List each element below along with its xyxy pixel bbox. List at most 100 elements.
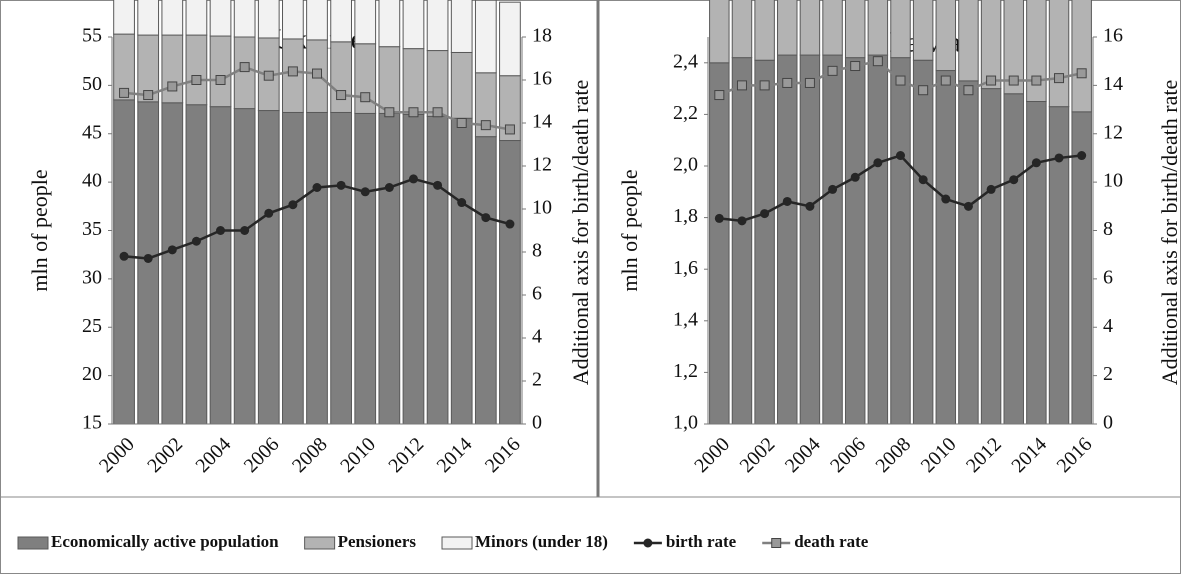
bar-segment xyxy=(1003,93,1024,425)
rate-point xyxy=(264,208,274,218)
y-tick-label: 15 xyxy=(82,412,102,434)
x-tick-label: 2010 xyxy=(336,433,380,477)
bar-segment xyxy=(499,140,521,425)
bar-segment xyxy=(354,112,377,425)
bar-segment xyxy=(185,34,208,106)
rate-point xyxy=(1031,158,1041,168)
y-tick-label: 1,2 xyxy=(673,360,698,382)
y2-tick-label: 18 xyxy=(532,25,552,47)
bar-segment xyxy=(1048,0,1070,108)
bar-segment xyxy=(912,59,934,425)
rate-point xyxy=(782,77,793,88)
rate-point xyxy=(1077,151,1087,161)
rate-point xyxy=(714,213,724,223)
rate-point xyxy=(408,107,419,118)
y-tick-label: 1,8 xyxy=(673,205,698,227)
bar-segment xyxy=(402,113,425,425)
bar-segment xyxy=(867,54,889,425)
bar-segment xyxy=(426,50,449,117)
bar-segment xyxy=(754,0,775,61)
rate-point xyxy=(896,151,905,161)
rate-point xyxy=(736,80,747,91)
y2-tick-label: 10 xyxy=(532,197,552,219)
bar-segment xyxy=(958,0,979,82)
bar-segment xyxy=(890,0,911,59)
x-tick-label: 2012 xyxy=(962,433,1006,477)
legend-swatch xyxy=(441,536,473,550)
legend-marker xyxy=(771,538,782,548)
y2-tick-label: 6 xyxy=(1103,266,1113,288)
bar-segment xyxy=(935,0,957,72)
rate-point xyxy=(940,75,951,86)
x-tick-label: 2002 xyxy=(143,433,187,477)
x-tick-label: 2008 xyxy=(871,433,915,477)
y2-tick-label: 4 xyxy=(1103,315,1113,337)
rate-point xyxy=(873,158,883,168)
rate-point xyxy=(312,68,322,79)
bar-segment xyxy=(980,88,1002,425)
y2-tick-label: 6 xyxy=(532,283,542,305)
rate-point xyxy=(918,85,929,96)
x-tick-label: 2014 xyxy=(433,433,477,477)
y-tick-label: 1,0 xyxy=(673,412,698,434)
bar-segment xyxy=(282,0,304,40)
rate-point xyxy=(336,90,347,101)
legend-swatch xyxy=(304,536,336,550)
y2-tick-label: 16 xyxy=(532,68,552,90)
rate-point xyxy=(384,107,395,118)
x-tick-label: 2000 xyxy=(690,433,734,477)
bar-segment xyxy=(822,54,843,425)
bar-segment xyxy=(161,0,184,36)
legend-label: birth rate xyxy=(666,532,737,551)
rate-point xyxy=(805,201,815,211)
y2-tick-label: 10 xyxy=(1103,170,1123,192)
rate-point xyxy=(918,175,928,185)
rate-point xyxy=(433,180,443,190)
y-tick-label: 1,6 xyxy=(673,257,698,279)
y-axis-label: mln of people xyxy=(617,169,642,291)
rate-point xyxy=(1009,175,1019,185)
rate-point xyxy=(263,70,274,81)
rate-point xyxy=(782,196,792,206)
bar-segment xyxy=(233,108,256,425)
rate-point xyxy=(828,184,838,194)
rate-point xyxy=(505,219,515,229)
bar-segment xyxy=(450,0,473,53)
bar-segment xyxy=(958,80,979,425)
rate-point xyxy=(1054,153,1064,163)
bar-segment xyxy=(709,0,730,64)
x-tick-label: 2002 xyxy=(736,433,780,477)
rate-point xyxy=(167,81,178,92)
y-tick-label: 2,4 xyxy=(673,50,698,72)
bar-segment xyxy=(330,111,352,425)
bar-segment xyxy=(912,0,934,61)
y2-tick-label: 14 xyxy=(532,111,552,133)
bar-segment xyxy=(867,0,889,56)
bar-segment xyxy=(233,36,256,110)
bar-segment xyxy=(450,117,473,425)
bar-segment xyxy=(209,106,232,425)
legend-swatch xyxy=(17,536,49,550)
y2-tick-label: 8 xyxy=(1103,218,1113,240)
bar-segment xyxy=(935,70,957,425)
rate-point xyxy=(986,184,996,194)
x-tick-label: 2014 xyxy=(1007,433,1051,477)
rate-point xyxy=(287,66,298,77)
rate-point xyxy=(384,183,394,192)
rate-point xyxy=(216,226,226,235)
rate-point xyxy=(143,253,153,263)
rate-point xyxy=(360,92,371,103)
y2-axis-label: Additional axis for birth/death rate xyxy=(1157,80,1181,385)
bar-segment xyxy=(137,0,160,36)
rate-point xyxy=(850,61,861,72)
rate-point xyxy=(760,209,770,219)
y2-tick-label: 12 xyxy=(1103,121,1123,143)
bar-segment xyxy=(113,0,135,35)
bar-segment xyxy=(233,0,256,38)
rate-point xyxy=(456,118,467,128)
legend-label: Minors (under 18) xyxy=(475,532,608,551)
bar-segment xyxy=(161,34,184,104)
rate-point xyxy=(480,120,491,131)
rate-point xyxy=(1076,68,1087,79)
rate-point xyxy=(759,80,770,91)
